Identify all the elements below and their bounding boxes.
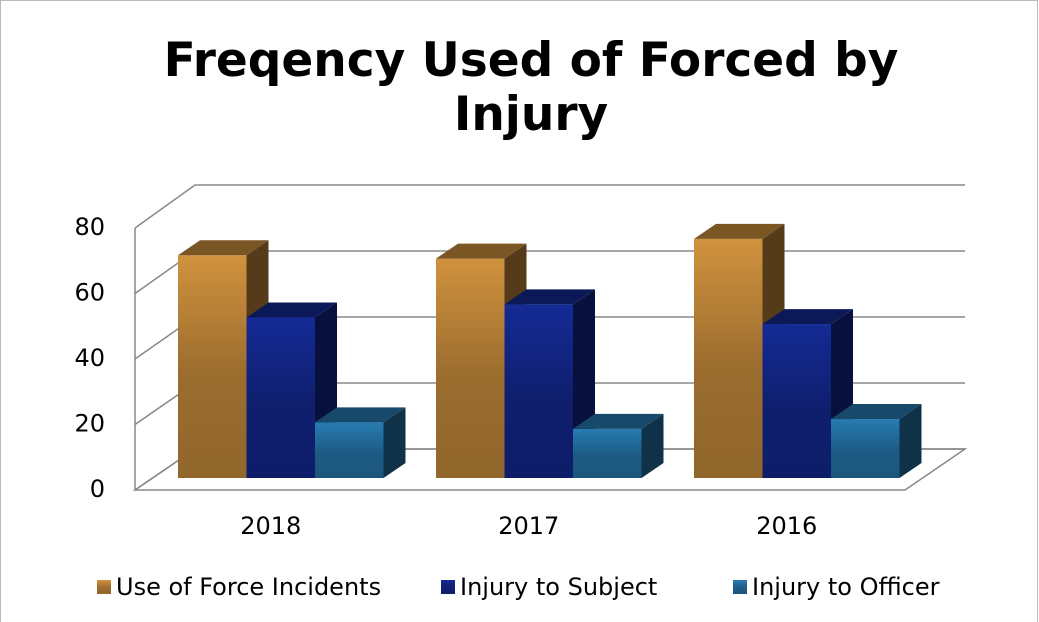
bar-side <box>383 407 406 478</box>
bar <box>573 413 664 478</box>
chart-title: Freqency Used of Forced by Injury <box>163 33 899 142</box>
bar-front <box>573 428 642 478</box>
bar-front <box>504 304 573 478</box>
bar-front <box>762 324 831 478</box>
y-tick-label: 40 <box>74 344 105 372</box>
bar-top <box>573 413 664 429</box>
bar-front <box>694 238 763 478</box>
grid-line <box>134 184 965 229</box>
bar <box>831 404 922 478</box>
legend-label: Injury to Officer <box>752 573 940 601</box>
y-tick-label: 20 <box>74 410 105 438</box>
y-tick-label: 0 <box>90 475 105 503</box>
bar-side <box>899 404 922 478</box>
bar-top <box>436 243 527 259</box>
bar-front <box>178 255 247 478</box>
bar-front <box>831 419 900 478</box>
bar-front <box>436 258 505 478</box>
bar <box>315 407 406 478</box>
bar-top <box>694 223 785 239</box>
x-tick-label: 2017 <box>498 512 559 540</box>
legend-label: Injury to Subject <box>460 573 657 601</box>
x-tick-label: 2016 <box>756 512 817 540</box>
bar-top <box>246 302 337 318</box>
bar-front <box>246 317 315 478</box>
y-tick-label: 60 <box>74 279 105 307</box>
legend-swatch <box>441 580 455 594</box>
bar-top <box>315 407 406 423</box>
bar-front <box>315 422 384 478</box>
bar-side <box>641 413 664 478</box>
x-tick-label: 2018 <box>240 512 301 540</box>
y-tick-label: 80 <box>74 213 105 241</box>
legend-swatch <box>97 580 111 594</box>
bar-top <box>504 289 595 305</box>
legend-label: Use of Force Incidents <box>116 573 381 601</box>
bar-top <box>178 240 269 256</box>
bar-top <box>831 404 922 420</box>
bar-top <box>762 309 853 325</box>
legend-swatch <box>733 580 747 594</box>
